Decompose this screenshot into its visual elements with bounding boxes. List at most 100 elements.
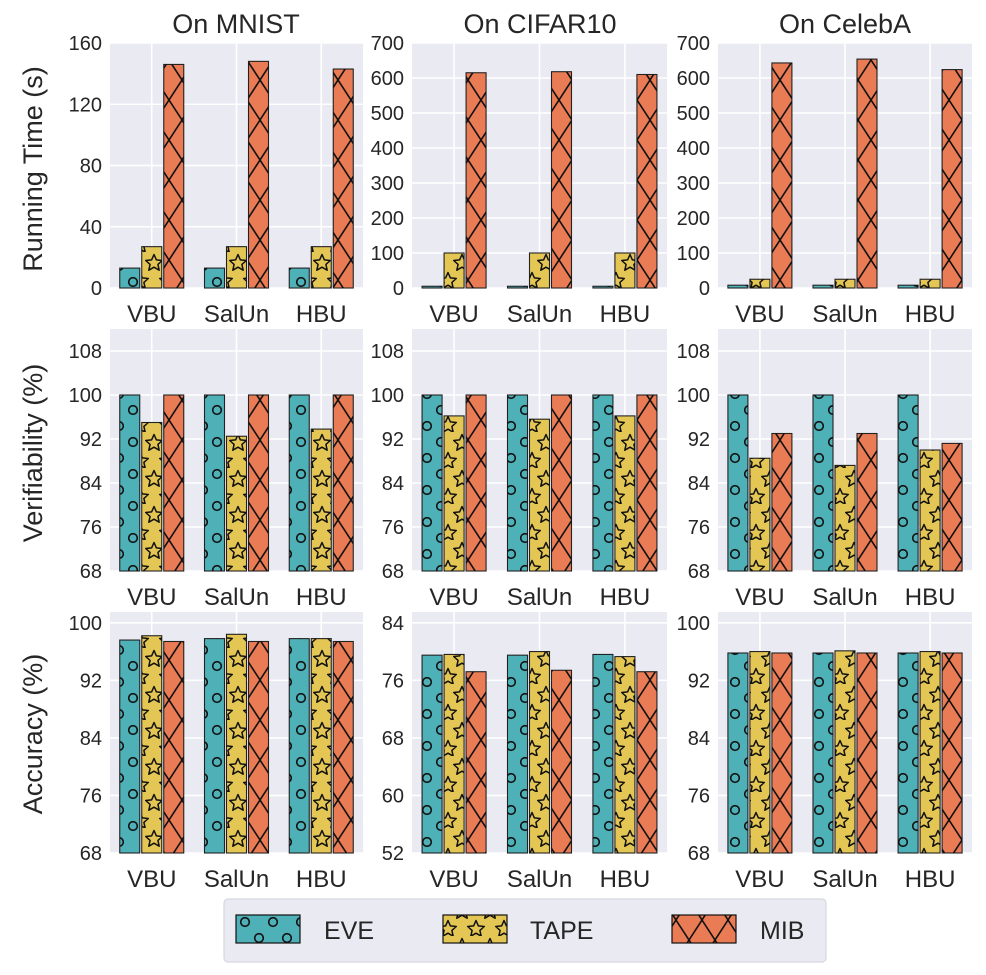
bar-pattern-tape-vbu (141, 422, 162, 571)
bar-pattern-eve-salun (507, 395, 528, 571)
y-tick-label: 76 (80, 785, 102, 807)
bar-pattern-eve-hbu (592, 286, 613, 288)
bar-pattern-tape-hbu (920, 279, 941, 288)
y-tick-label: 76 (382, 670, 404, 692)
y-tick-label: 92 (688, 670, 710, 692)
bar-pattern-eve-salun (204, 395, 225, 571)
bar-pattern-tape-salun (835, 279, 855, 288)
chart-panels: 0 40 80 120 160 VBU SalUn HBU 0 100 200 300 400 500 60… (69, 33, 972, 893)
bar-pattern-eve-hbu (289, 395, 310, 571)
y-tick-label: 76 (688, 785, 710, 807)
bar-pattern-eve-salun (507, 655, 528, 853)
y-tick-label: 0 (393, 278, 404, 300)
bar-pattern-eve-vbu (422, 286, 443, 288)
bar-pattern-mib-vbu (163, 64, 184, 288)
x-tick-label: SalUn (507, 584, 572, 611)
row-label-running-time: Running Time (s) (18, 66, 48, 272)
y-tick-label: 92 (80, 429, 102, 451)
bar-pattern-eve-hbu (898, 285, 919, 288)
bar-pattern-mib-vbu (771, 62, 792, 289)
bar-pattern-mib-vbu (771, 653, 792, 853)
y-tick-label: 100 (69, 613, 102, 635)
y-tick-label: 84 (688, 473, 710, 495)
y-tick-label: 100 (677, 613, 710, 635)
bar-pattern-eve-vbu (119, 268, 140, 288)
x-tick-label: VBU (735, 301, 784, 328)
legend: EVE TAPE MIB (223, 898, 827, 963)
column-titles: On MNIST On CIFAR10 On CelebA (172, 9, 911, 39)
bar-pattern-mib-hbu (942, 443, 963, 571)
y-tick-label: 92 (382, 429, 404, 451)
x-tick-label: HBU (600, 301, 651, 328)
bar-pattern-tape-salun (529, 419, 550, 571)
bar-pattern-tape-vbu (444, 253, 465, 288)
legend-label-eve: EVE (324, 917, 374, 945)
bar-pattern-eve-vbu (727, 395, 748, 571)
x-tick-label: HBU (600, 866, 651, 893)
y-tick-label: 52 (382, 843, 404, 865)
bar-pattern-eve-hbu (592, 395, 613, 571)
bar-pattern-mib-vbu (163, 395, 184, 571)
bar-pattern-mib-hbu (333, 395, 354, 571)
y-tick-label: 76 (688, 517, 710, 539)
bar-pattern-mib-vbu (466, 671, 487, 853)
bar-pattern-tape-hbu (311, 246, 332, 288)
y-tick-label: 100 (677, 385, 710, 407)
bar-pattern-mib-salun (248, 641, 269, 853)
y-tick-label: 0 (699, 278, 710, 300)
bar-pattern-eve-salun (813, 395, 833, 571)
y-tick-label: 84 (80, 473, 102, 495)
bar-pattern-eve-salun (507, 286, 528, 288)
bar-pattern-eve-hbu (898, 653, 919, 853)
bar-pattern-eve-hbu (898, 395, 919, 571)
x-tick-label: VBU (127, 584, 176, 611)
bar-pattern-mib-vbu (771, 433, 792, 571)
x-tick-label: SalUn (204, 301, 269, 328)
y-tick-label: 80 (80, 156, 102, 178)
y-tick-label: 300 (677, 173, 710, 195)
bar-pattern-tape-vbu (444, 654, 465, 853)
y-tick-label: 108 (69, 341, 102, 363)
y-tick-label: 68 (382, 561, 404, 583)
panel-r1-c2: 68 76 84 92 100 108 VBU SalUn HBU (677, 329, 972, 611)
y-tick-label: 84 (382, 613, 404, 635)
x-tick-label: SalUn (812, 866, 877, 893)
bar-pattern-eve-salun (204, 638, 225, 853)
panel-r2-c0: 68 76 84 92 100 VBU SalUn HBU (69, 612, 363, 893)
y-tick-label: 76 (382, 517, 404, 539)
y-tick-label: 84 (688, 728, 710, 750)
y-tick-label: 68 (80, 843, 102, 865)
bar-pattern-mib-salun (857, 433, 877, 571)
x-tick-label: SalUn (204, 866, 269, 893)
row-label-accuracy: Accuracy (%) (18, 654, 48, 815)
panel-r1-c1: 68 76 84 92 100 108 VBU SalUn HBU (371, 329, 667, 611)
x-tick-label: SalUn (507, 866, 572, 893)
y-tick-label: 92 (80, 670, 102, 692)
row-labels: Running Time (s) Verifiability (%) Accur… (18, 66, 48, 814)
x-tick-label: SalUn (204, 584, 269, 611)
bar-pattern-mib-hbu (333, 69, 354, 288)
bar-pattern-eve-vbu (727, 285, 748, 288)
col-title-cifar10: On CIFAR10 (463, 9, 616, 39)
row-label-verifiability: Verifiability (%) (18, 364, 48, 543)
bar-pattern-mib-hbu (333, 641, 354, 853)
y-tick-label: 68 (382, 728, 404, 750)
bar-pattern-tape-salun (529, 651, 550, 853)
bar-pattern-eve-vbu (119, 640, 140, 853)
bar-pattern-eve-hbu (289, 268, 310, 288)
x-tick-label: HBU (296, 866, 347, 893)
bar-pattern-tape-salun (226, 634, 247, 853)
y-tick-label: 0 (91, 278, 102, 300)
bar-pattern-mib-hbu (942, 69, 963, 288)
y-tick-label: 200 (371, 208, 404, 230)
bar-pattern-mib-hbu (636, 395, 657, 571)
x-tick-label: VBU (735, 584, 784, 611)
x-tick-label: HBU (905, 866, 956, 893)
y-tick-label: 400 (371, 138, 404, 160)
legend-label-mib: MIB (760, 917, 804, 945)
panel-r2-c2: 68 76 84 92 100 VBU SalUn HBU (677, 612, 972, 893)
x-tick-label: VBU (735, 866, 784, 893)
panel-r1-c0: 68 76 84 92 100 108 VBU SalUn HBU (69, 329, 363, 611)
y-tick-label: 68 (688, 561, 710, 583)
